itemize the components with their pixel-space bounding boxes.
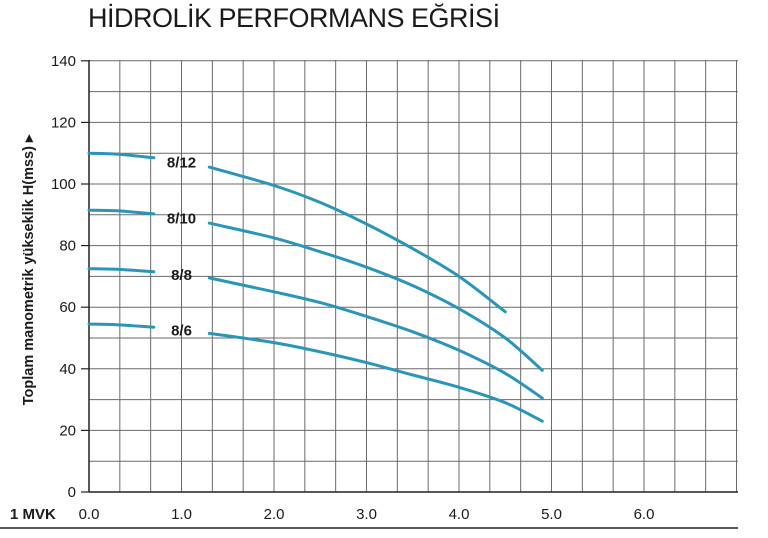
x-tick-label: 3.0 — [356, 506, 377, 523]
curve-label: 8/8 — [171, 267, 192, 284]
x-tick-label: 4.0 — [449, 506, 470, 523]
curve-label: 8/12 — [167, 154, 196, 171]
tick-labels: 0 20 40 60 80 100 120 140 0.0 1.0 2.0 3.0 4.0 5.0 6.0 1… — [10, 53, 654, 523]
x-tick-label: 5.0 — [541, 506, 562, 523]
y-tick-label: 40 — [59, 361, 76, 378]
y-tick-label: 0 — [68, 484, 76, 501]
axes — [0, 60, 738, 529]
x-tick-label: 6.0 — [634, 506, 655, 523]
curve-label: 8/6 — [171, 322, 192, 339]
x-unit-label: 1 MVK — [10, 506, 56, 523]
curve-8-6-right — [207, 331, 544, 423]
y-tick-label: 20 — [59, 422, 76, 439]
curve-labels: 8/12 8/10 8/8 8/6 — [167, 154, 196, 339]
y-tick-label: 140 — [51, 53, 76, 70]
curves — [87, 151, 544, 423]
grid-lines — [89, 60, 738, 492]
curve-label: 8/10 — [167, 210, 196, 227]
x-tick-label: 0.0 — [79, 506, 100, 523]
curve-8-10-right — [207, 221, 544, 372]
x-tick-label: 1.0 — [171, 506, 192, 523]
y-tick-label: 120 — [51, 114, 76, 131]
x-tick-label: 2.0 — [264, 506, 285, 523]
chart-title: HİDROLİK PERFORMANS EĞRİSİ — [88, 3, 500, 33]
y-tick-label: 80 — [59, 238, 76, 255]
y-tick-label: 100 — [51, 176, 76, 193]
curve-8-12-right — [207, 165, 507, 314]
curve-8-8-left — [87, 267, 156, 274]
y-tick-label: 60 — [59, 299, 76, 316]
curve-8-12-left — [87, 151, 156, 160]
curve-8-10-left — [87, 208, 156, 216]
curve-8-6-left — [87, 322, 156, 329]
curve-8-8-right — [207, 276, 544, 400]
